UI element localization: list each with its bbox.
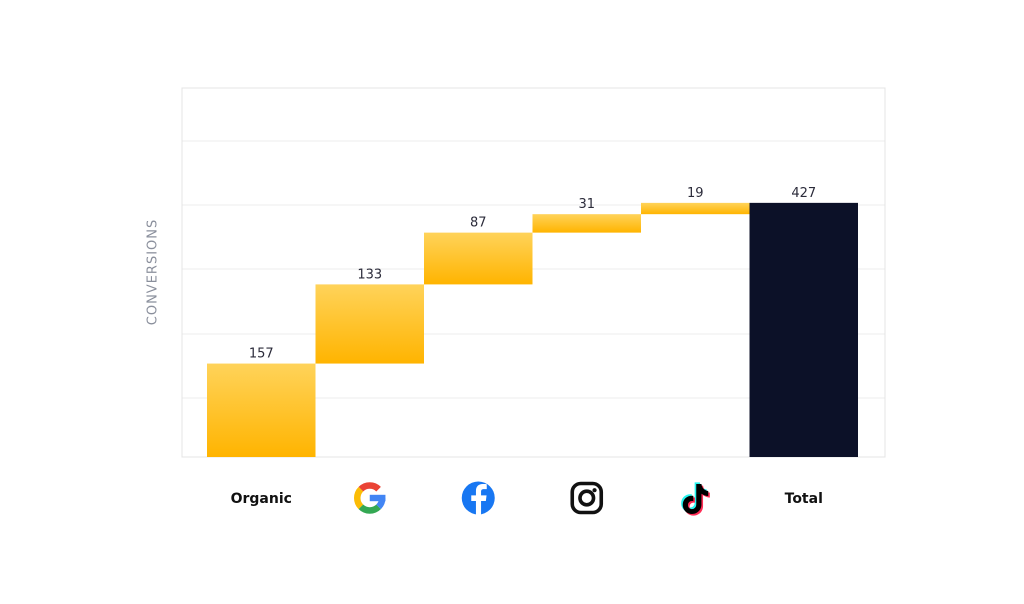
bars xyxy=(207,202,858,457)
instagram-icon xyxy=(570,481,604,515)
facebook-icon xyxy=(461,481,495,515)
plot-frame xyxy=(181,87,886,458)
bar-increment xyxy=(315,284,424,364)
category-label: Organic xyxy=(231,491,292,507)
value-label: 19 xyxy=(687,186,704,201)
bar-increment xyxy=(207,363,316,457)
google-icon xyxy=(354,482,386,514)
value-labels: 157 133 87 31 19 427 xyxy=(249,186,816,362)
category-labels: Organic Total xyxy=(231,481,823,516)
value-label: 427 xyxy=(791,186,816,201)
value-label: 31 xyxy=(578,197,595,212)
category-label: Total xyxy=(785,491,823,507)
y-axis-label: CONVERSIONS xyxy=(146,219,161,325)
bar-total xyxy=(749,202,858,457)
bar-increment xyxy=(424,232,533,285)
value-label: 87 xyxy=(470,216,487,231)
value-label: 157 xyxy=(249,347,274,362)
value-label: 133 xyxy=(357,267,382,282)
bar-increment xyxy=(532,214,641,233)
bar-increment xyxy=(641,202,750,215)
tiktok-icon xyxy=(681,482,710,516)
